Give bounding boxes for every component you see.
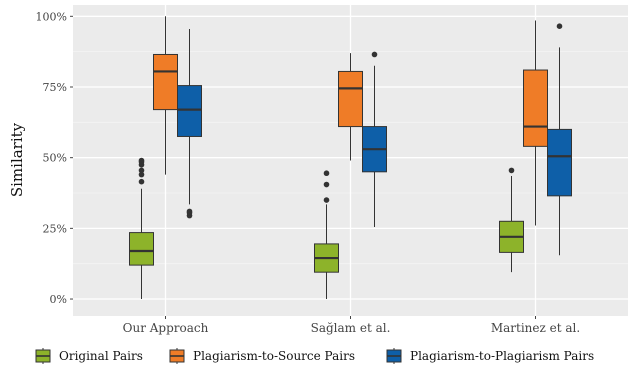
- legend-item: Plagiarism-to-Source Pairs: [169, 348, 355, 364]
- y-tick-label: 100%: [36, 10, 67, 23]
- box-1-3: [499, 167, 524, 273]
- box-2-3: [523, 20, 548, 226]
- iqr-box: [547, 128, 572, 197]
- x-tick-label: Martinez et al.: [491, 321, 580, 335]
- outlier-point: [323, 181, 330, 188]
- outlier-point: [371, 51, 378, 58]
- x-tick-label: Sağlam et al.: [311, 321, 391, 335]
- outlier-point: [138, 167, 145, 174]
- iqr-box: [523, 69, 548, 147]
- outlier-point: [186, 208, 193, 215]
- outlier-point: [323, 197, 330, 203]
- outlier-point: [556, 23, 563, 30]
- legend-label: Plagiarism-to-Plagiarism Pairs: [410, 349, 594, 363]
- y-tick-label: 75%: [43, 81, 67, 94]
- y-tick-label: 25%: [43, 222, 67, 235]
- box-3-3: [547, 23, 572, 256]
- x-tick-label: Our Approach: [123, 321, 209, 335]
- box-1-1: [129, 157, 154, 300]
- x-axis-ticks: Our Approach Sağlam et al. Martinez et al.: [123, 316, 580, 335]
- iqr-box: [338, 70, 363, 128]
- iqr-box: [177, 85, 202, 137]
- legend-item: Original Pairs: [35, 348, 143, 364]
- box-2-2: [338, 53, 363, 161]
- outlier-point: [323, 170, 330, 177]
- y-axis-title: Similarity: [8, 122, 26, 197]
- box-series: [129, 16, 572, 300]
- box-2-1: [153, 16, 178, 175]
- box-3-2: [362, 51, 387, 227]
- y-axis-ticks: 0% 25% 50% 75% 100%: [36, 10, 73, 306]
- legend-item: Plagiarism-to-Plagiarism Pairs: [386, 348, 594, 364]
- y-tick-label: 50%: [43, 152, 67, 165]
- outlier-point: [138, 157, 145, 164]
- box-3-1: [177, 29, 202, 219]
- legend: Original Pairs Plagiarism-to-Source Pairs…: [35, 348, 594, 364]
- iqr-box: [153, 53, 178, 111]
- legend-label: Plagiarism-to-Source Pairs: [193, 349, 355, 363]
- outlier-point: [138, 171, 145, 178]
- outlier-point: [138, 178, 145, 185]
- legend-label: Original Pairs: [59, 349, 143, 363]
- outlier-point: [508, 167, 515, 174]
- iqr-box: [129, 232, 154, 266]
- y-tick-label: 0%: [50, 293, 67, 306]
- box-1-2: [314, 170, 339, 300]
